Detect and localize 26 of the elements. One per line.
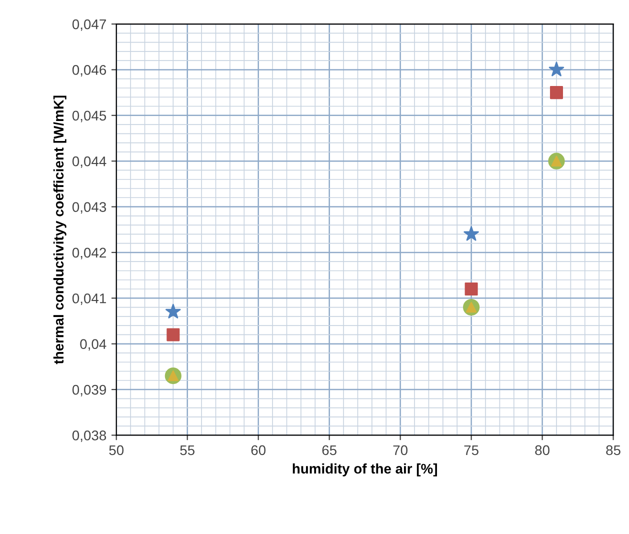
y-tick-label: 0,04	[80, 339, 106, 351]
x-tick-label: 60	[251, 445, 266, 456]
x-tick-label: 55	[180, 445, 194, 456]
y-tick-label: 0,047	[72, 19, 106, 31]
x-tick-label: 70	[393, 445, 408, 456]
point	[166, 304, 181, 318]
y-tick-label: 0,039	[72, 384, 106, 396]
point	[464, 226, 479, 241]
y-axis-title: thermal conductivityy coefficient [W/mK]	[53, 96, 66, 364]
point	[464, 282, 478, 296]
x-tick-label: 65	[322, 445, 336, 456]
x-tick-label: 75	[464, 445, 478, 456]
y-tick-label: 0,042	[72, 248, 106, 260]
y-tick-label: 0,045	[72, 110, 106, 122]
y-tick-label: 0,043	[72, 202, 106, 214]
x-tick-label: 85	[606, 445, 620, 456]
x-axis-title: humidity of the air [%]	[292, 463, 437, 476]
point	[550, 86, 563, 100]
point	[548, 62, 564, 76]
x-tick-label: 80	[535, 445, 550, 456]
y-tick-label: 0,046	[72, 65, 106, 77]
y-tick-label: 0,041	[72, 293, 106, 305]
y-tick-label: 0,044	[72, 156, 106, 168]
x-tick-label: 50	[109, 445, 124, 456]
point	[166, 328, 180, 342]
y-tick-label: 0,038	[72, 430, 106, 442]
